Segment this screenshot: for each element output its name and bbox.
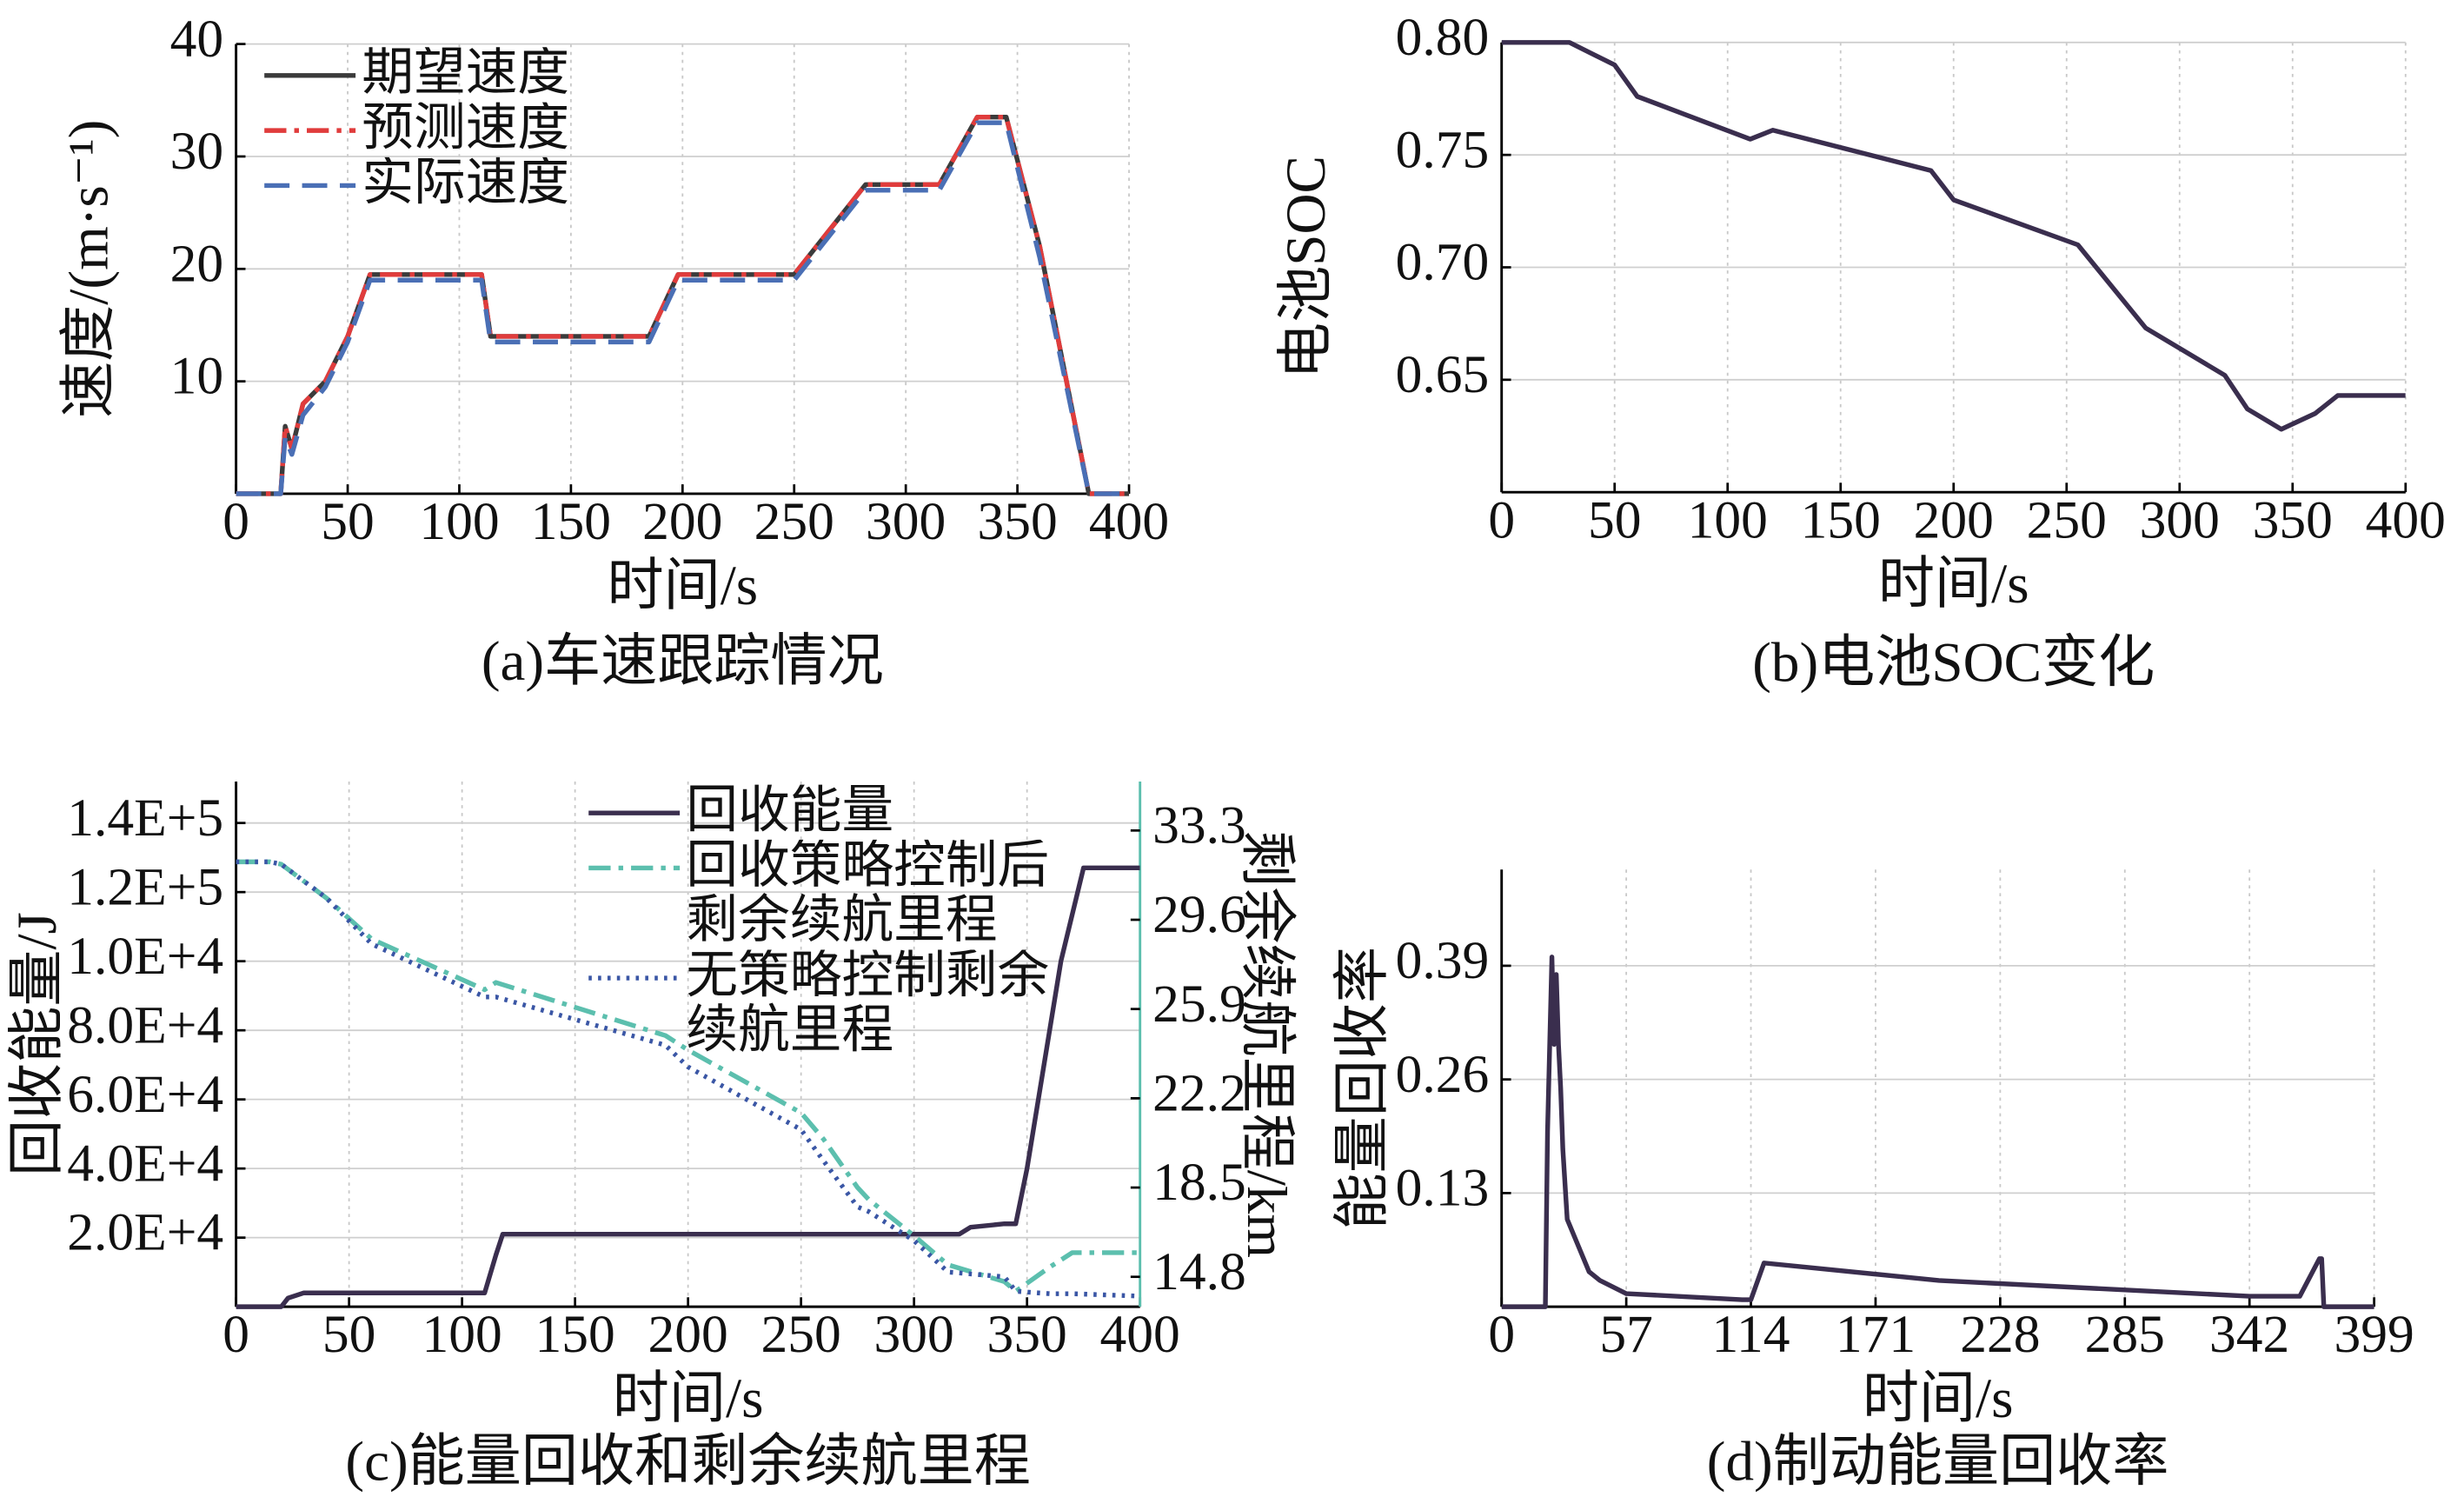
series-line <box>236 865 1140 1309</box>
legend-entry: 期望速度 <box>362 47 570 103</box>
x-tick-label: 100 <box>1688 490 1768 549</box>
y-tick-label: 1.0E+4 <box>67 927 223 986</box>
y-tick-label: 0.26 <box>1396 1045 1490 1104</box>
caption: (c)能量回收和剩余续航里程 <box>345 1431 1030 1494</box>
legend-label: 回收策略控制后剩余续航里程 <box>686 839 1050 950</box>
y-tick-label: 0.39 <box>1396 931 1490 990</box>
x-tick-label: 200 <box>1914 490 1994 549</box>
x-tick-label: 200 <box>648 1305 728 1364</box>
caption: (a)车速跟踪情况 <box>482 630 884 693</box>
legend-label: 无策略控制剩余续航里程 <box>686 949 1050 1061</box>
x-tick-label: 0 <box>222 1305 249 1364</box>
y-tick-label: 30 <box>170 122 224 181</box>
x-tick-label: 100 <box>419 492 499 551</box>
x-axis-label: 时间/s <box>613 1367 764 1430</box>
x-tick-label: 300 <box>2140 490 2220 549</box>
series-line <box>1501 40 2406 432</box>
x-tick-label: 350 <box>977 492 1057 551</box>
legend-entry: 实际速度 <box>362 156 570 213</box>
y-tick-label: 0.13 <box>1396 1159 1490 1218</box>
y-tick-label: 4.0E+4 <box>67 1134 223 1193</box>
series-line <box>236 859 1140 1294</box>
x-tick-label: 400 <box>1089 492 1169 551</box>
x-tick-label: 0 <box>1488 1305 1515 1364</box>
x-axis-label: 时间/s <box>1878 553 2029 615</box>
y-tick-label: 0.70 <box>1396 233 1490 292</box>
caption: (d)制动能量回收率 <box>1707 1431 2169 1494</box>
x-tick-label: 150 <box>535 1305 615 1364</box>
x-tick-label: 57 <box>1599 1305 1653 1364</box>
x-tick-label: 342 <box>2209 1305 2289 1364</box>
legend-entry: 无策略控制剩余续航里程 <box>686 949 1050 1061</box>
legend-label: 预测速度 <box>362 102 570 157</box>
x-tick-label: 250 <box>2027 490 2107 549</box>
legend-label: 实际速度 <box>362 156 570 213</box>
x-tick-label: 0 <box>222 492 249 551</box>
x-tick-label: 285 <box>2085 1305 2165 1364</box>
x-tick-label: 300 <box>866 492 946 551</box>
x-tick-label: 114 <box>1712 1305 1790 1364</box>
x-tick-label: 150 <box>1801 490 1881 549</box>
x-tick-label: 171 <box>1836 1305 1916 1364</box>
y-tick-label: 10 <box>170 347 224 406</box>
legend-label: 回收能量 <box>686 784 894 840</box>
legend-entry: 预测速度 <box>362 102 570 157</box>
y2-tick-label: 25.9 <box>1152 975 1246 1034</box>
y-tick-label: 0.65 <box>1396 345 1490 404</box>
y2-tick-label: 18.5 <box>1152 1153 1246 1212</box>
legend-label: 期望速度 <box>362 47 570 103</box>
y-tick-label: 0.75 <box>1396 120 1490 179</box>
x-tick-label: 250 <box>754 492 834 551</box>
legend-entry: 回收策略控制后剩余续航里程 <box>686 839 1050 950</box>
x-tick-label: 400 <box>1100 1305 1180 1364</box>
y-tick-label: 2.0E+4 <box>67 1203 223 1262</box>
x-tick-label: 399 <box>2334 1305 2414 1364</box>
series-line <box>1501 955 2374 1309</box>
x-axis-label: 时间/s <box>607 555 758 617</box>
x-tick-label: 0 <box>1488 490 1515 549</box>
x-tick-label: 250 <box>761 1305 841 1364</box>
x-tick-label: 150 <box>531 492 611 551</box>
series-line <box>236 120 1130 496</box>
x-tick-label: 50 <box>1588 490 1641 549</box>
y-tick-label: 8.0E+4 <box>67 995 223 1055</box>
y-axis-label: 电池SOC <box>1275 156 1338 379</box>
caption: (b)电池SOC变化 <box>1752 632 2155 695</box>
y2-tick-label: 14.8 <box>1152 1242 1246 1301</box>
y-tick-label: 40 <box>170 10 224 69</box>
x-tick-label: 350 <box>987 1305 1067 1364</box>
y-tick-label: 0.80 <box>1396 8 1490 67</box>
x-tick-label: 100 <box>422 1305 502 1364</box>
x-tick-label: 50 <box>321 492 375 551</box>
y-tick-label: 1.4E+5 <box>67 788 223 848</box>
y-tick-label: 20 <box>170 234 224 293</box>
y-axis-label: 能量回收率 <box>1332 947 1394 1230</box>
legend-entry: 回收能量 <box>686 784 894 840</box>
y2-axis-label: 剩余续航里程/km <box>1235 830 1298 1258</box>
y2-tick-label: 22.2 <box>1152 1063 1246 1122</box>
y2-tick-label: 29.6 <box>1152 885 1246 944</box>
y-tick-label: 6.0E+4 <box>67 1065 223 1124</box>
x-tick-label: 300 <box>874 1305 954 1364</box>
y-axis-label: 回收能量/J <box>6 912 69 1176</box>
x-tick-label: 200 <box>642 492 722 551</box>
x-tick-label: 350 <box>2253 490 2333 549</box>
x-tick-label: 400 <box>2366 490 2446 549</box>
y-axis-label: 速度/(m·s⁻¹) <box>58 120 121 418</box>
x-tick-label: 50 <box>322 1305 376 1364</box>
y-tick-label: 1.2E+5 <box>67 857 223 916</box>
y2-tick-label: 33.3 <box>1152 795 1246 855</box>
x-axis-label: 时间/s <box>1863 1367 2014 1430</box>
x-tick-label: 228 <box>1960 1305 2040 1364</box>
